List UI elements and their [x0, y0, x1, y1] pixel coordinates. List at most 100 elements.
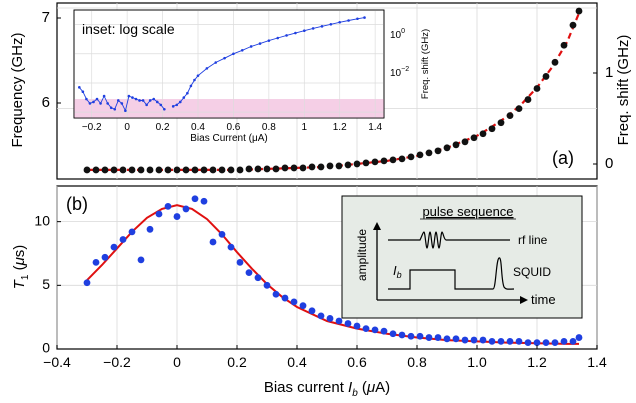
panel-a-data-point: [560, 41, 568, 49]
panel-b-ytick-label: 5: [42, 276, 50, 292]
panel-b-data-point: [263, 281, 271, 289]
time-axis-arrowhead: [520, 296, 528, 304]
panel-a-data-point: [317, 163, 325, 171]
inset-xtick-label: 1.2: [333, 122, 347, 133]
inset-xlabel: Bias Current (μA): [190, 133, 267, 144]
inset-data-point: [178, 100, 182, 104]
inset-data-point: [145, 103, 148, 107]
panel-b-data-point: [497, 337, 505, 345]
panel-a-data-point: [191, 166, 199, 174]
panel-b-data-point: [317, 312, 325, 320]
inset-data-point: [320, 25, 324, 28]
bias-current-trace: [388, 269, 493, 290]
panel-b-data-point: [101, 253, 109, 261]
panel-a-data-point: [353, 160, 361, 168]
xlabel-mu: μ: [366, 379, 375, 396]
squid-voltage-trace: [492, 257, 515, 290]
panel-b-data-point: [416, 332, 424, 340]
panel-b-data-point: [533, 339, 541, 347]
inset-data-point: [138, 99, 141, 102]
amplitude-axis-arrowhead: [373, 222, 381, 230]
panel-b-data-point: [443, 335, 451, 343]
inset-data-point: [127, 94, 131, 98]
panel-a-data-point: [371, 158, 379, 166]
panel-a-right-ytick-label: 0: [605, 155, 613, 172]
inset-data-point: [116, 99, 120, 102]
inset-data-point: [109, 106, 113, 110]
panel-b-data-point: [470, 336, 478, 344]
panel-b-data-point: [209, 238, 217, 246]
panel-b-data-point: [119, 236, 127, 243]
ylabel-s: s): [11, 245, 28, 258]
panel-a-data-point: [209, 166, 217, 174]
panel-a-data-point: [308, 163, 316, 171]
xlabel-a: A): [375, 379, 390, 396]
panel-b-xtick-label: 0: [173, 354, 181, 370]
panel-b-data-point: [227, 243, 235, 251]
panel-b-data-points: [83, 195, 583, 347]
inset-data-point: [171, 105, 175, 108]
panel-a-data-point: [155, 166, 163, 174]
inset-data-point: [223, 56, 226, 60]
panel-a-data-point: [92, 166, 100, 174]
inset-data-point: [285, 34, 288, 37]
inset-shaded-band: [74, 99, 384, 118]
panel-a-data-point: [575, 7, 583, 15]
inset-xtick-label: 0.8: [262, 122, 276, 133]
panel-a-data-point: [119, 166, 127, 174]
inset-data-point: [267, 39, 271, 42]
panel-b-yticks: 0 5 10: [34, 212, 61, 356]
panel-b-data-point: [290, 298, 298, 306]
panel-a: 7 6 0 1 Frequency (GHz) Freq. shift (GHz…: [9, 2, 632, 180]
bias-current-label-subscript: b: [397, 270, 402, 280]
pulse-sequence-inset: pulse sequence amplitude time rf line Ib…: [341, 195, 583, 319]
pulse-sequence-box: [341, 195, 583, 319]
panel-b-data-point: [173, 213, 181, 220]
inset-data-point: [159, 103, 163, 107]
panel-b-data-point: [128, 228, 136, 236]
panel-a-data-point: [524, 96, 532, 103]
panel-b-xtick-label: −0.4: [43, 354, 71, 370]
ylabel-units: (: [11, 265, 28, 274]
panel-b-ytick-label: 0: [42, 340, 50, 356]
inset-data-point: [106, 102, 109, 105]
inset-frame: [73, 9, 385, 119]
panel-a-data-point: [218, 166, 226, 174]
panel-a-data-point: [326, 162, 334, 170]
panel-a-data-point: [497, 119, 505, 127]
panel-a-data-point: [182, 166, 190, 174]
inset-data-point: [240, 48, 244, 52]
panel-a-label: (a): [552, 148, 574, 168]
panel-b-data-point: [83, 279, 91, 287]
panel-b-data-point: [452, 335, 460, 343]
panel-a-data-point: [434, 147, 442, 155]
panel-b-data-point: [299, 302, 307, 310]
panel-a-ylabel-right: Freq. shift (GHz): [615, 35, 632, 146]
panel-b-ytick-label: 10: [34, 212, 50, 228]
panel-b-xlabel: Bias current Ib (μA): [264, 379, 390, 399]
inset-data-point: [205, 67, 209, 70]
inset-data-point: [120, 102, 124, 105]
panel-b-xtick-label: 1.4: [587, 354, 607, 370]
panel-b-data-point: [551, 339, 559, 347]
panel-b-data-point: [245, 269, 253, 276]
panel-b-data-point: [164, 202, 172, 210]
panel-b-ylabel: T1 (μs): [11, 245, 31, 290]
panel-a-data-point: [443, 144, 451, 152]
panel-b-data-point: [575, 334, 583, 341]
panel-b-data-point: [353, 322, 361, 330]
panel-a-data-point: [470, 134, 478, 142]
panel-b-data-point: [515, 337, 523, 345]
inset-data-point: [131, 96, 134, 99]
panel-a-data-point: [488, 125, 496, 133]
panel-b-data-point: [200, 197, 208, 205]
panel-a-data-point: [200, 166, 208, 174]
inset-data-point: [193, 78, 196, 82]
xlabel-text: Bias current: [264, 379, 348, 396]
inset-data-point: [302, 29, 306, 33]
inset-data-point: [363, 16, 366, 19]
panel-a-data-point: [362, 159, 370, 167]
panel-b-data-point: [506, 337, 514, 345]
inset-data-point: [163, 107, 166, 111]
panel-b-data-point: [479, 336, 487, 344]
